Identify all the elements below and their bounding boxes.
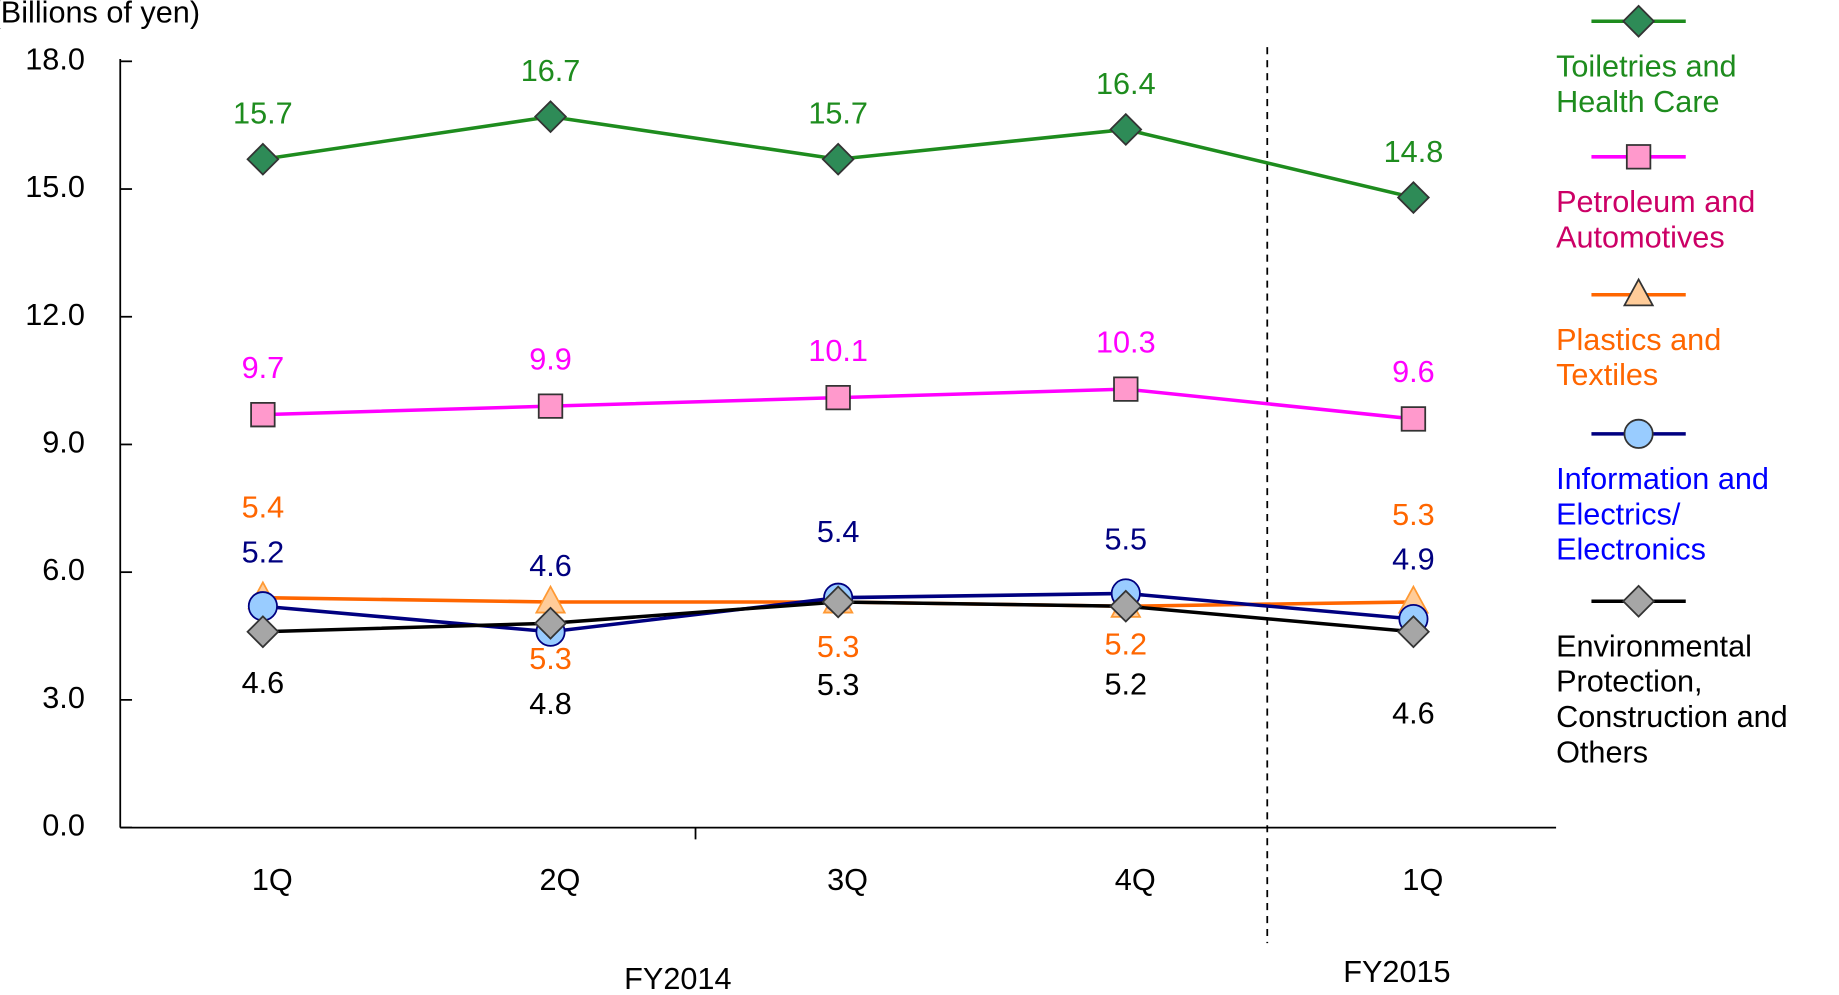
marker — [1622, 4, 1656, 38]
legend-label: Toiletries and Health Care — [1556, 49, 1737, 118]
data-label: 14.8 — [1384, 135, 1444, 169]
marker — [1625, 144, 1652, 170]
legend-line-text: Health Care — [1556, 85, 1720, 119]
marker — [1113, 376, 1139, 402]
data-label: 5.3 — [817, 668, 860, 702]
data-label: 5.5 — [1104, 523, 1147, 557]
y-tick-label: 15.0 — [25, 170, 85, 204]
x-tick-label: 4Q — [1115, 863, 1156, 897]
series — [246, 100, 1431, 215]
legend-label: Plastics and Textiles — [1556, 323, 1721, 392]
marker — [1396, 180, 1431, 215]
legend-line-text: Electrics/ — [1556, 497, 1681, 531]
group-label: FY2014 — [624, 962, 731, 995]
data-label: 16.7 — [521, 54, 581, 88]
data-label: 4.6 — [529, 549, 572, 583]
data-label: 4.6 — [1392, 697, 1435, 731]
y-tick-label: 6.0 — [42, 553, 85, 587]
marker — [1622, 277, 1655, 307]
y-tick-label: 9.0 — [42, 426, 85, 460]
x-tick-label: 2Q — [540, 863, 581, 897]
x-tick-label: 1Q — [1402, 863, 1443, 897]
y-tick-label: 3.0 — [42, 681, 85, 715]
legend-line-text: Plastics and — [1556, 323, 1721, 357]
marker — [821, 142, 855, 176]
x-tick-label: 1Q — [252, 863, 293, 897]
y-axis-label: (Billions of yen) — [0, 0, 200, 29]
legend-label: Information and Electrics/Electronics — [1556, 462, 1769, 567]
data-label: 4.6 — [242, 666, 285, 700]
data-label: 5.2 — [242, 535, 285, 569]
marker — [533, 606, 568, 640]
legend-label: Environmental Protection, Construction and… — [1556, 629, 1788, 769]
data-label: 5.3 — [529, 642, 572, 676]
data-label: 5.2 — [1104, 627, 1147, 661]
data-label: 16.4 — [1096, 67, 1156, 101]
y-tick-label: 0.0 — [42, 809, 85, 843]
data-label: 5.2 — [1104, 667, 1147, 701]
marker — [246, 142, 280, 176]
marker — [1109, 589, 1143, 623]
group-label: FY2015 — [1343, 955, 1450, 989]
data-label: 5.4 — [817, 515, 860, 549]
data-label: 10.1 — [808, 334, 868, 368]
data-label: 5.3 — [1392, 498, 1435, 532]
data-label: 9.9 — [529, 342, 572, 376]
legend-line-text: Construction and — [1556, 700, 1788, 734]
marker — [246, 615, 280, 649]
legend-line-text: Toiletries and — [1556, 49, 1737, 83]
legend-label: Petroleum and Automotives — [1556, 185, 1755, 254]
marker — [537, 393, 564, 419]
y-tick-label: 12.0 — [25, 298, 85, 332]
data-label: 5.3 — [817, 630, 860, 664]
marker — [821, 585, 855, 619]
marker — [1109, 112, 1143, 147]
legend-line-text: Others — [1556, 736, 1648, 770]
data-label: 15.7 — [808, 97, 868, 131]
marker — [250, 401, 276, 428]
data-label: 9.7 — [242, 351, 285, 385]
marker — [1396, 615, 1431, 649]
data-label: 4.8 — [529, 687, 572, 721]
legend-line-text: Textiles — [1556, 358, 1658, 392]
legend-line-text: Environmental — [1556, 629, 1752, 663]
legend-line-text: Information and — [1556, 462, 1769, 496]
legend-line-text: Automotives — [1556, 220, 1725, 254]
legend-line-text: Petroleum and — [1556, 185, 1755, 219]
series — [250, 376, 1427, 432]
x-tick-label: 3Q — [827, 863, 868, 897]
marker — [825, 384, 851, 411]
data-label: 5.4 — [242, 490, 285, 524]
marker — [1622, 584, 1656, 618]
marker — [1400, 406, 1427, 432]
legend-line-text: Protection, — [1556, 665, 1702, 699]
series — [246, 585, 1431, 649]
marker — [533, 100, 568, 134]
legend-line-text: Electronics — [1556, 533, 1706, 567]
y-tick-label: 18.0 — [25, 42, 85, 76]
marker — [1623, 418, 1654, 449]
data-label: 10.3 — [1096, 325, 1156, 359]
data-label: 9.6 — [1392, 355, 1435, 389]
data-label: 4.9 — [1392, 542, 1435, 576]
data-label: 15.7 — [233, 97, 293, 131]
